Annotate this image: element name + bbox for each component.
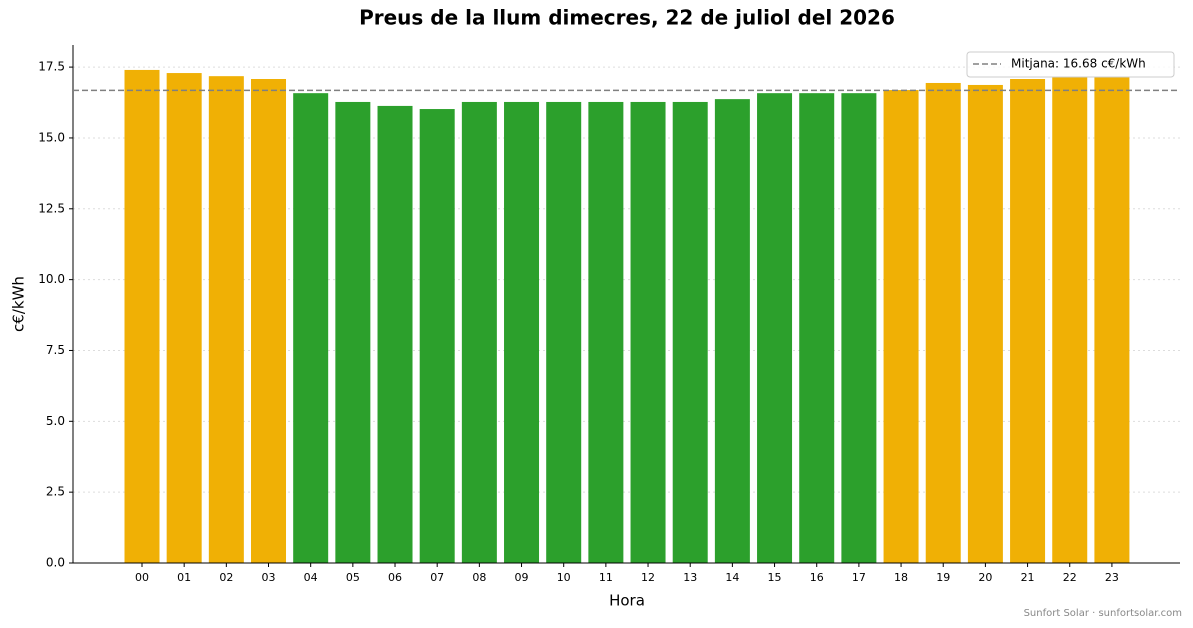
bar bbox=[841, 93, 877, 564]
footer: Sunfort Solar · sunfortsolar.com bbox=[1024, 608, 1182, 619]
x-tick-label: 07 bbox=[430, 571, 444, 584]
legend-label: Mitjana: 16.68 c€/kWh bbox=[1011, 57, 1146, 71]
bar bbox=[1010, 79, 1046, 563]
bar bbox=[504, 101, 540, 563]
axes: 0.0 2.5 5.0 7.5 10.0 12.5 15.0 17.5 00 01 02 03 04 05… bbox=[38, 45, 1180, 584]
x-tick-label: 20 bbox=[978, 571, 992, 584]
x-tick-label: 10 bbox=[557, 571, 571, 584]
y-tick-label: 2.5 bbox=[46, 485, 65, 499]
x-tick-label: 17 bbox=[852, 571, 866, 584]
x-tick-label: 15 bbox=[768, 571, 782, 584]
bar bbox=[883, 90, 919, 564]
bar bbox=[630, 101, 666, 563]
bars bbox=[124, 69, 1130, 564]
bar bbox=[208, 76, 244, 563]
bar bbox=[1094, 77, 1130, 564]
bar bbox=[335, 101, 371, 563]
legend: Mitjana: 16.68 c€/kWh bbox=[966, 51, 1175, 78]
x-tick-label: 19 bbox=[936, 571, 950, 584]
x-tick-label: 23 bbox=[1105, 571, 1119, 584]
legend-box bbox=[966, 51, 1175, 78]
x-tick-label: 04 bbox=[304, 571, 318, 584]
bar bbox=[799, 93, 835, 564]
x-tick-label: 14 bbox=[725, 571, 739, 584]
y-axis-label: c€/kWh bbox=[10, 276, 28, 332]
bar bbox=[588, 101, 624, 563]
y-tick-label: 0.0 bbox=[46, 556, 65, 570]
bar bbox=[967, 84, 1003, 563]
x-tick-label: 02 bbox=[219, 571, 233, 584]
x-tick-label: 18 bbox=[894, 571, 908, 584]
x-tick-label: 11 bbox=[599, 571, 613, 584]
x-tick-label: 12 bbox=[641, 571, 655, 584]
y-tick-label: 12.5 bbox=[38, 201, 65, 215]
bar bbox=[714, 99, 750, 564]
y-tick-label: 7.5 bbox=[46, 343, 65, 357]
x-tick-label: 06 bbox=[388, 571, 402, 584]
x-tick-label: 16 bbox=[810, 571, 824, 584]
x-axis-label: Hora bbox=[609, 592, 645, 610]
x-tick-label: 22 bbox=[1063, 571, 1077, 584]
bar bbox=[672, 101, 708, 563]
y-tick-label: 5.0 bbox=[46, 414, 65, 428]
y-tick-label: 10.0 bbox=[38, 272, 65, 286]
x-tick-label: 03 bbox=[262, 571, 276, 584]
x-tick-label: 00 bbox=[135, 571, 149, 584]
bar bbox=[419, 109, 455, 564]
bar bbox=[166, 73, 202, 563]
bar bbox=[1052, 77, 1088, 564]
bar bbox=[124, 69, 160, 563]
bar bbox=[757, 93, 793, 564]
bar bbox=[293, 93, 329, 564]
bar bbox=[925, 82, 961, 563]
y-tick-label: 15.0 bbox=[38, 130, 65, 144]
x-tick-label: 05 bbox=[346, 571, 360, 584]
bar bbox=[461, 101, 497, 563]
bar bbox=[251, 79, 287, 563]
chart-title: Preus de la llum dimecres, 22 de juliol … bbox=[359, 6, 895, 30]
bar bbox=[546, 101, 582, 563]
x-tick-label: 01 bbox=[177, 571, 191, 584]
x-tick-label: 21 bbox=[1021, 571, 1035, 584]
bar bbox=[377, 105, 413, 564]
x-tick-label: 09 bbox=[515, 571, 529, 584]
x-tick-label: 08 bbox=[472, 571, 486, 584]
x-tick-label: 13 bbox=[683, 571, 697, 584]
y-tick-label: 17.5 bbox=[38, 60, 65, 74]
